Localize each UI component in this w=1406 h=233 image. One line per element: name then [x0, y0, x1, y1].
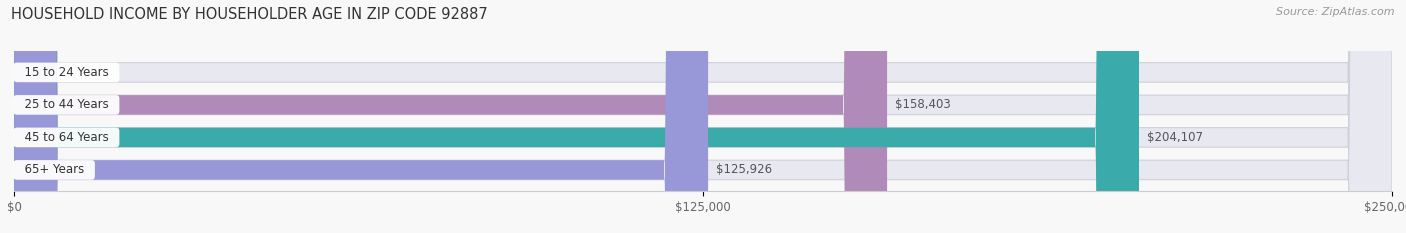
Text: 15 to 24 Years: 15 to 24 Years — [17, 66, 117, 79]
Text: $158,403: $158,403 — [896, 98, 950, 111]
FancyBboxPatch shape — [14, 0, 709, 233]
Text: $125,926: $125,926 — [717, 163, 772, 176]
FancyBboxPatch shape — [14, 0, 1392, 233]
Text: 65+ Years: 65+ Years — [17, 163, 91, 176]
Text: HOUSEHOLD INCOME BY HOUSEHOLDER AGE IN ZIP CODE 92887: HOUSEHOLD INCOME BY HOUSEHOLDER AGE IN Z… — [11, 7, 488, 22]
Text: 25 to 44 Years: 25 to 44 Years — [17, 98, 117, 111]
Text: 45 to 64 Years: 45 to 64 Years — [17, 131, 117, 144]
Text: Source: ZipAtlas.com: Source: ZipAtlas.com — [1277, 7, 1395, 17]
Text: $0: $0 — [32, 66, 46, 79]
FancyBboxPatch shape — [14, 0, 1139, 233]
FancyBboxPatch shape — [14, 0, 1392, 233]
FancyBboxPatch shape — [14, 0, 1392, 233]
FancyBboxPatch shape — [14, 0, 887, 233]
Text: $204,107: $204,107 — [1147, 131, 1204, 144]
FancyBboxPatch shape — [14, 0, 1392, 233]
